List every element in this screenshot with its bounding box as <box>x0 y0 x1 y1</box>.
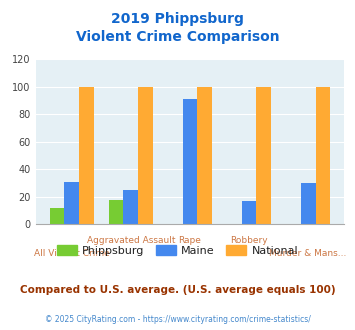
Bar <box>50 208 64 224</box>
Bar <box>316 87 330 224</box>
Text: © 2025 CityRating.com - https://www.cityrating.com/crime-statistics/: © 2025 CityRating.com - https://www.city… <box>45 315 310 324</box>
Bar <box>124 190 138 224</box>
Bar <box>256 87 271 224</box>
Text: 2019 Phippsburg: 2019 Phippsburg <box>111 12 244 25</box>
Text: Aggravated Assault: Aggravated Assault <box>87 236 175 245</box>
Text: Robbery: Robbery <box>230 236 268 245</box>
Bar <box>182 99 197 224</box>
Text: Violent Crime Comparison: Violent Crime Comparison <box>76 30 279 44</box>
Bar <box>197 87 212 224</box>
Bar <box>301 183 316 224</box>
Text: Compared to U.S. average. (U.S. average equals 100): Compared to U.S. average. (U.S. average … <box>20 285 335 295</box>
Bar <box>64 182 79 224</box>
Text: Murder & Mans...: Murder & Mans... <box>269 249 347 258</box>
Text: Rape: Rape <box>179 236 201 245</box>
Bar <box>242 201 256 224</box>
Bar <box>138 87 153 224</box>
Text: All Violent Crime: All Violent Crime <box>34 249 110 258</box>
Bar <box>79 87 94 224</box>
Legend: Phippsburg, Maine, National: Phippsburg, Maine, National <box>52 241 303 260</box>
Bar <box>109 200 124 224</box>
